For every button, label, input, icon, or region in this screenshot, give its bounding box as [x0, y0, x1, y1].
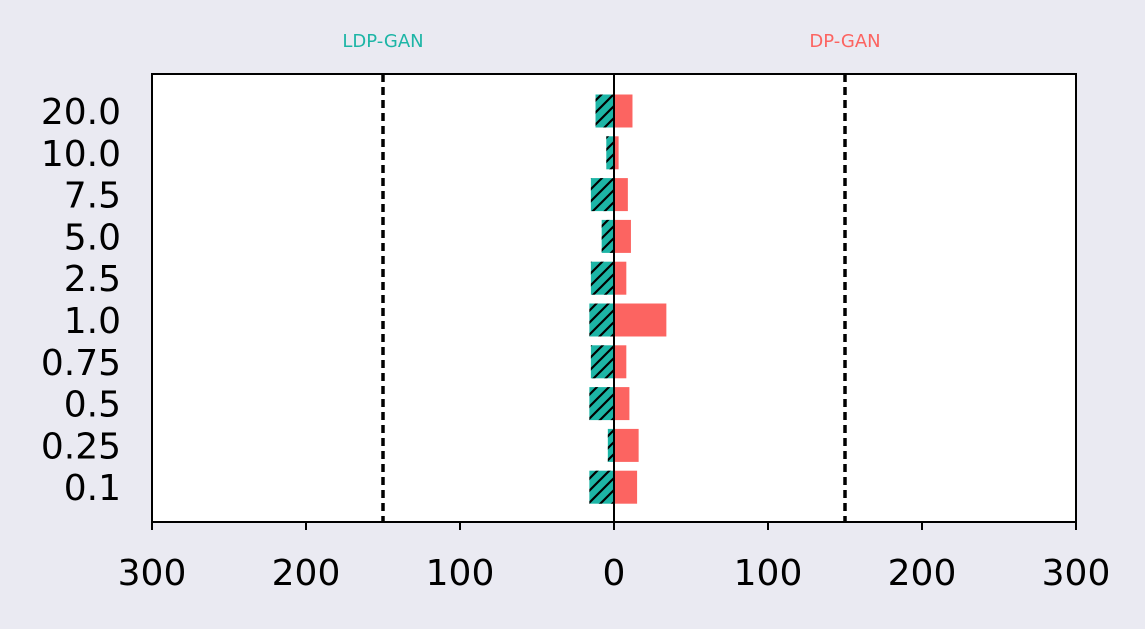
- x-tick-label: 200: [272, 553, 341, 594]
- x-tick-label: 200: [888, 553, 957, 594]
- y-tick-label: 0.5: [64, 385, 121, 426]
- bar-ldp-gan-hatch: [590, 345, 614, 379]
- bar-dp-gan: [614, 136, 619, 170]
- x-tick-label: 300: [1042, 553, 1111, 594]
- bar-ldp-gan-hatch: [589, 470, 614, 504]
- y-tick-labels-group: 20.010.07.55.02.51.00.750.50.250.1: [41, 92, 121, 509]
- bar-dp-gan: [614, 303, 667, 337]
- bar-dp-gan: [614, 178, 628, 212]
- x-ticks-group: 300 200 100 0 100 200 300: [118, 522, 1111, 594]
- bar-dp-gan: [614, 94, 633, 128]
- y-tick-label: 2.5: [64, 259, 121, 300]
- reference-lines-group: [381, 74, 847, 522]
- y-tick-label: 0.1: [64, 468, 121, 509]
- bar-dp-gan: [614, 219, 631, 253]
- bar-ldp-gan-hatch: [595, 94, 614, 128]
- y-tick-label: 10.0: [41, 134, 121, 175]
- bar-ldp-gan-hatch: [589, 303, 614, 337]
- legend-label-ldp-gan: LDP-GAN: [342, 31, 423, 52]
- y-tick-label: 20.0: [41, 92, 121, 133]
- bar-dp-gan: [614, 428, 639, 462]
- legend-label-dp-gan: DP-GAN: [809, 31, 880, 52]
- bar-dp-gan: [614, 345, 627, 379]
- bar-ldp-gan-hatch: [589, 387, 614, 421]
- y-tick-label: 1.0: [64, 301, 121, 342]
- y-tick-label: 7.5: [64, 176, 121, 217]
- bar-ldp-gan-hatch: [601, 219, 614, 253]
- y-tick-label: 5.0: [64, 217, 121, 258]
- bar-ldp-gan-hatch: [607, 428, 614, 462]
- x-tick-label: 100: [426, 553, 495, 594]
- x-tick-label: 300: [118, 553, 187, 594]
- bar-dp-gan: [614, 470, 638, 504]
- y-tick-label: 0.25: [41, 426, 121, 467]
- y-tick-label: 0.75: [41, 343, 121, 384]
- bar-ldp-gan-hatch: [590, 261, 614, 295]
- bar-dp-gan: [614, 261, 627, 295]
- bars-group: [589, 94, 667, 504]
- bar-dp-gan: [614, 387, 630, 421]
- x-tick-label: 100: [734, 553, 803, 594]
- x-tick-label: 0: [603, 553, 626, 594]
- bar-ldp-gan-hatch: [590, 178, 614, 212]
- bar-ldp-gan-hatch: [606, 136, 614, 170]
